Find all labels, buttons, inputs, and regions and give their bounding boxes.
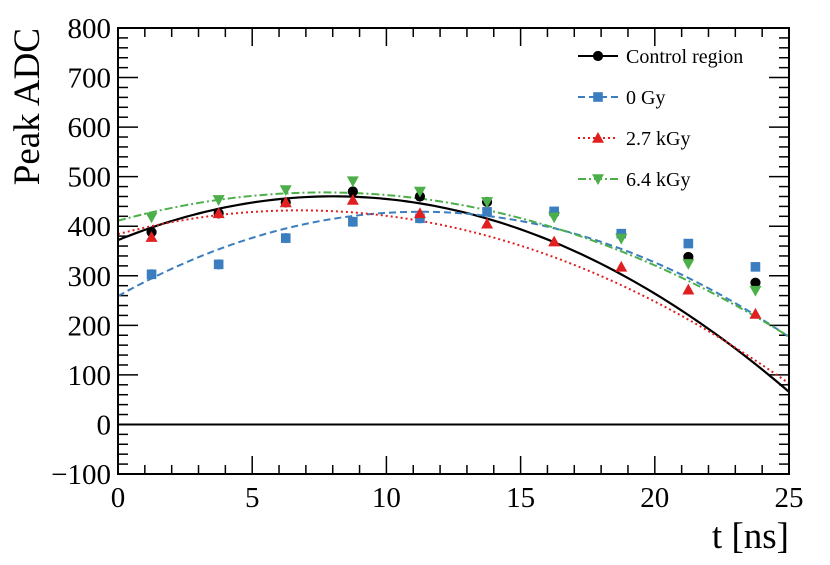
legend-label-control-region: Control region — [626, 46, 743, 68]
data-point-2-7-kgy — [346, 193, 359, 205]
data-point-2-7-kgy — [548, 235, 561, 247]
y-axis-label: Peak ADC — [7, 28, 48, 185]
data-point-0-gy — [146, 269, 157, 280]
data-point-6-4-kgy — [749, 285, 762, 297]
data-point-6-4-kgy — [279, 185, 292, 197]
x-tick-label: 20 — [640, 482, 669, 514]
data-point-0-gy — [415, 213, 425, 224]
x-tick-label: 0 — [111, 482, 126, 514]
data-points — [145, 176, 762, 319]
x-tick-label: 5 — [245, 482, 260, 514]
legend-label-2-7-kgy: 2.7 kGy — [626, 128, 690, 150]
y-tick-label: 200 — [68, 310, 112, 342]
x-axis-label: t [ns] — [712, 516, 789, 557]
y-tick-label: 600 — [68, 112, 112, 144]
data-point-6-4-kgy — [413, 186, 426, 198]
legend-marker-2-7-kgy — [592, 132, 604, 143]
legend: Control region 0 Gy 2.7 kGy 6.4 kGy — [578, 46, 743, 191]
y-tick-label: −100 — [51, 459, 111, 491]
data-point-0-gy — [280, 233, 291, 243]
fit-curve-2-7-kgy — [117, 209, 790, 385]
data-point-0-gy — [213, 259, 224, 270]
legend-marker-control-region — [592, 50, 604, 62]
fit-curve-control-region — [117, 195, 790, 393]
plot-frame — [117, 27, 790, 475]
legend-marker-6-4-kgy — [592, 174, 604, 185]
data-point-0-gy — [616, 228, 627, 239]
data-point-2-7-kgy — [481, 217, 494, 229]
y-tick-label: 800 — [68, 13, 112, 45]
data-point-2-7-kgy — [615, 260, 628, 272]
data-point-2-7-kgy — [212, 207, 225, 219]
data-point-0-gy — [482, 207, 492, 217]
fit-curve-6-4-kgy — [117, 191, 790, 338]
legend-marker-0-gy — [593, 92, 603, 102]
data-point-0-gy — [549, 206, 559, 217]
x-tick-label: 15 — [506, 482, 535, 514]
data-point-2-7-kgy — [682, 283, 695, 295]
fit-curve-0-gy — [117, 210, 790, 338]
data-point-6-4-kgy — [212, 195, 225, 206]
data-point-control-region — [347, 186, 358, 197]
legend-label-6-4-kgy: 6.4 kGy — [626, 169, 690, 191]
y-tick-label: 0 — [97, 409, 112, 441]
data-point-2-7-kgy — [413, 207, 426, 219]
data-point-2-7-kgy — [145, 231, 158, 242]
data-point-6-4-kgy — [481, 197, 494, 208]
data-point-0-gy — [750, 262, 761, 272]
y-tick-label: 500 — [68, 162, 112, 194]
data-point-0-gy — [348, 216, 358, 227]
axis-ticks — [117, 27, 790, 475]
data-point-6-4-kgy — [145, 212, 158, 224]
data-point-6-4-kgy — [346, 176, 359, 188]
x-tick-label: 10 — [372, 482, 401, 514]
data-point-0-gy — [683, 238, 694, 249]
y-tick-label: 100 — [68, 360, 112, 392]
data-point-2-7-kgy — [279, 196, 292, 208]
data-point-2-7-kgy — [749, 307, 762, 319]
x-tick-label: 25 — [775, 482, 804, 514]
legend-label-0-gy: 0 Gy — [626, 87, 665, 109]
y-tick-label: 300 — [68, 261, 112, 293]
fit-curves — [117, 191, 790, 393]
data-point-6-4-kgy — [615, 233, 628, 245]
data-point-control-region — [750, 277, 761, 288]
y-tick-label: 400 — [68, 211, 112, 243]
data-point-6-4-kgy — [682, 259, 695, 270]
y-tick-label: 700 — [68, 63, 112, 95]
data-point-6-4-kgy — [548, 212, 561, 224]
